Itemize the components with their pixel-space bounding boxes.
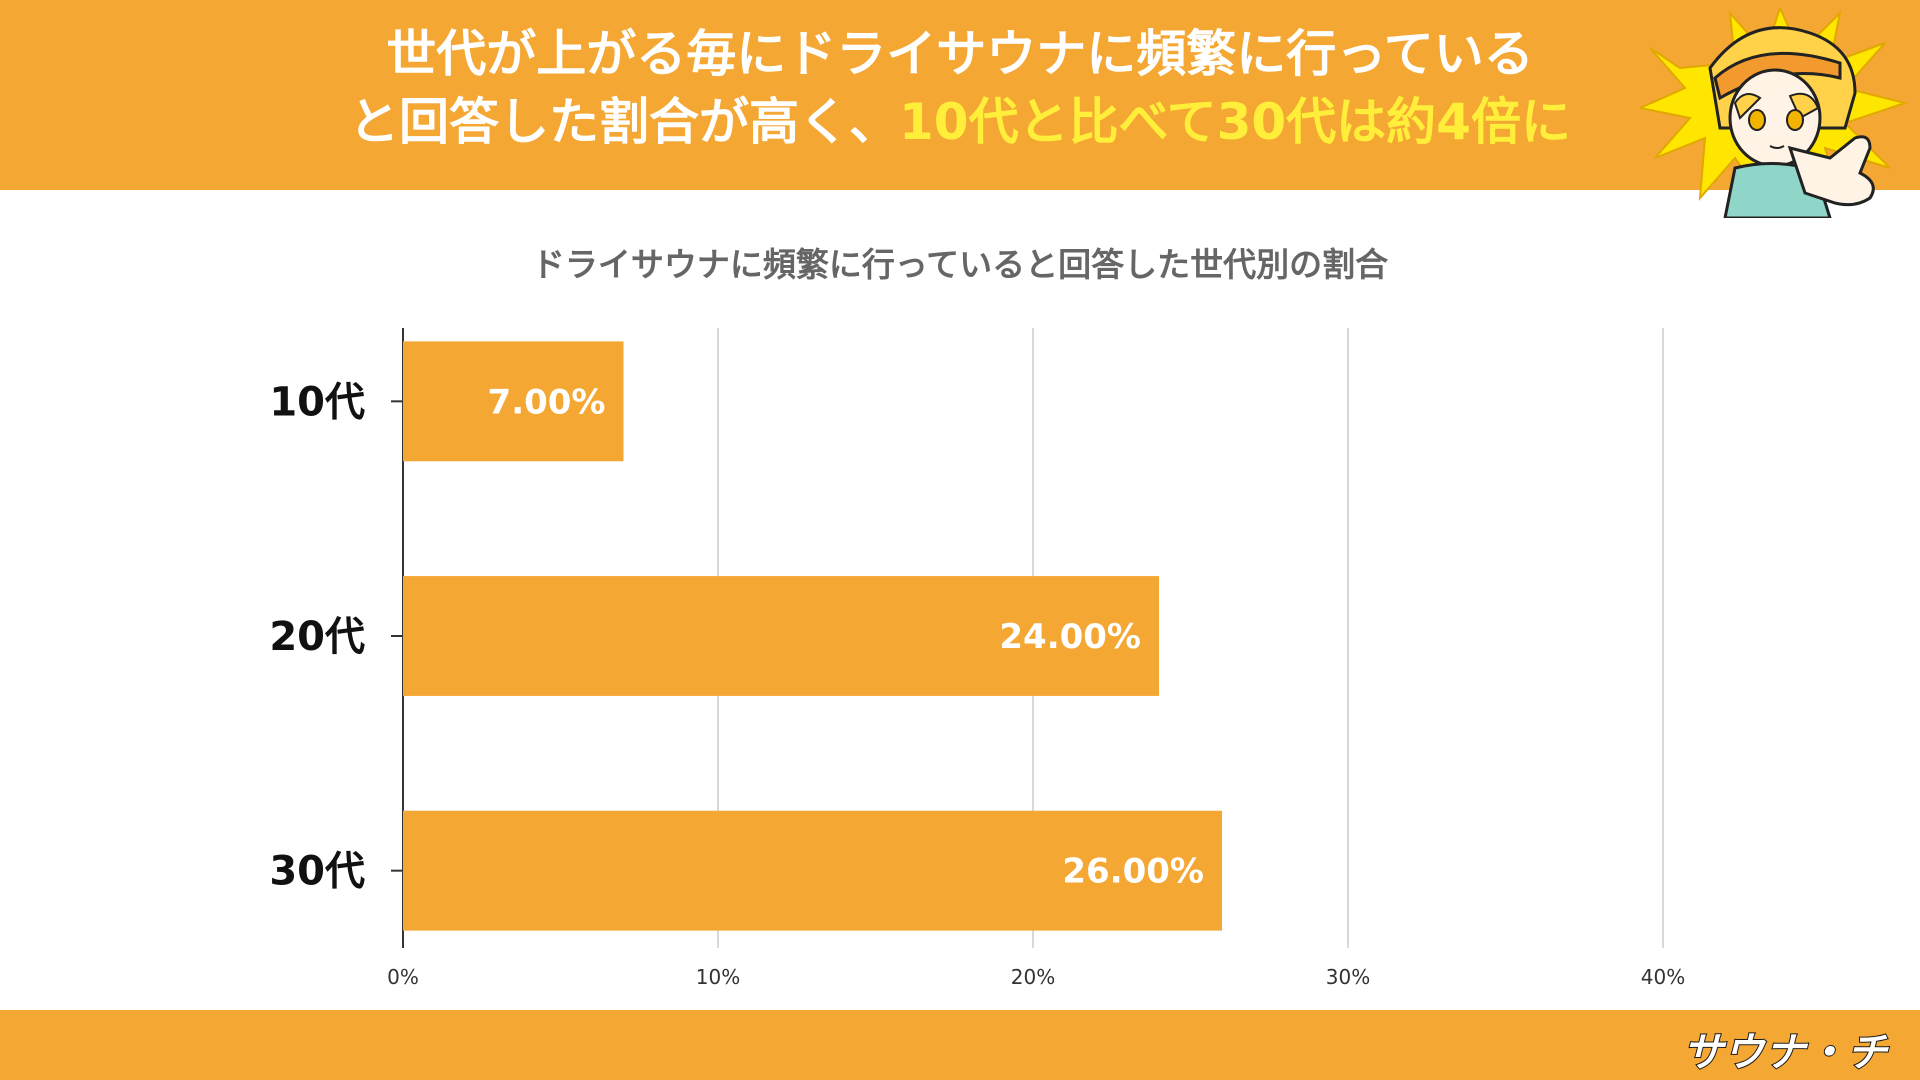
x-tick-label: 10%: [696, 965, 740, 989]
data-label: 26.00%: [1062, 852, 1204, 892]
data-label: 7.00%: [488, 382, 606, 422]
x-tick-label: 20%: [1011, 965, 1055, 989]
headline-line2: と回答した割合が高く、10代と比べて30代は約4倍に: [0, 88, 1920, 156]
data-label: 24.00%: [999, 617, 1141, 657]
bar-chart: 0% 10% 20% 30% 40% 10代 7.00% 20代 24.00% 30代 26.00%: [269, 328, 1685, 989]
category-label: 20代: [269, 614, 365, 660]
bar: [403, 341, 624, 462]
chart-title: ドライサウナに頻繁に行っていると回答した世代別の割合: [531, 245, 1389, 284]
footer-band: [0, 1010, 1920, 1080]
category-label: 30代: [269, 849, 365, 895]
bar: [403, 576, 1159, 696]
bar: [403, 810, 1222, 931]
headline-line1: 世代が上がる毎にドライサウナに頻繁に行っている: [386, 25, 1534, 83]
x-tick-label: 30%: [1326, 965, 1370, 989]
brand-logo: サウナ・チ: [1682, 1029, 1888, 1077]
headline-line2-part1: と回答した割合が高く、: [349, 93, 900, 151]
x-tick-label: 0%: [387, 965, 419, 989]
header-band: [0, 0, 1920, 190]
headline-line2-highlight: 10代と比べて30代は約4倍に: [899, 93, 1571, 151]
headline: 世代が上がる毎にドライサウナに頻繁に行っている と回答した割合が高く、10代と比…: [0, 20, 1920, 156]
category-label: 10代: [269, 379, 365, 425]
pointing-character-icon: [1640, 8, 1909, 218]
x-tick-label: 40%: [1641, 965, 1685, 989]
